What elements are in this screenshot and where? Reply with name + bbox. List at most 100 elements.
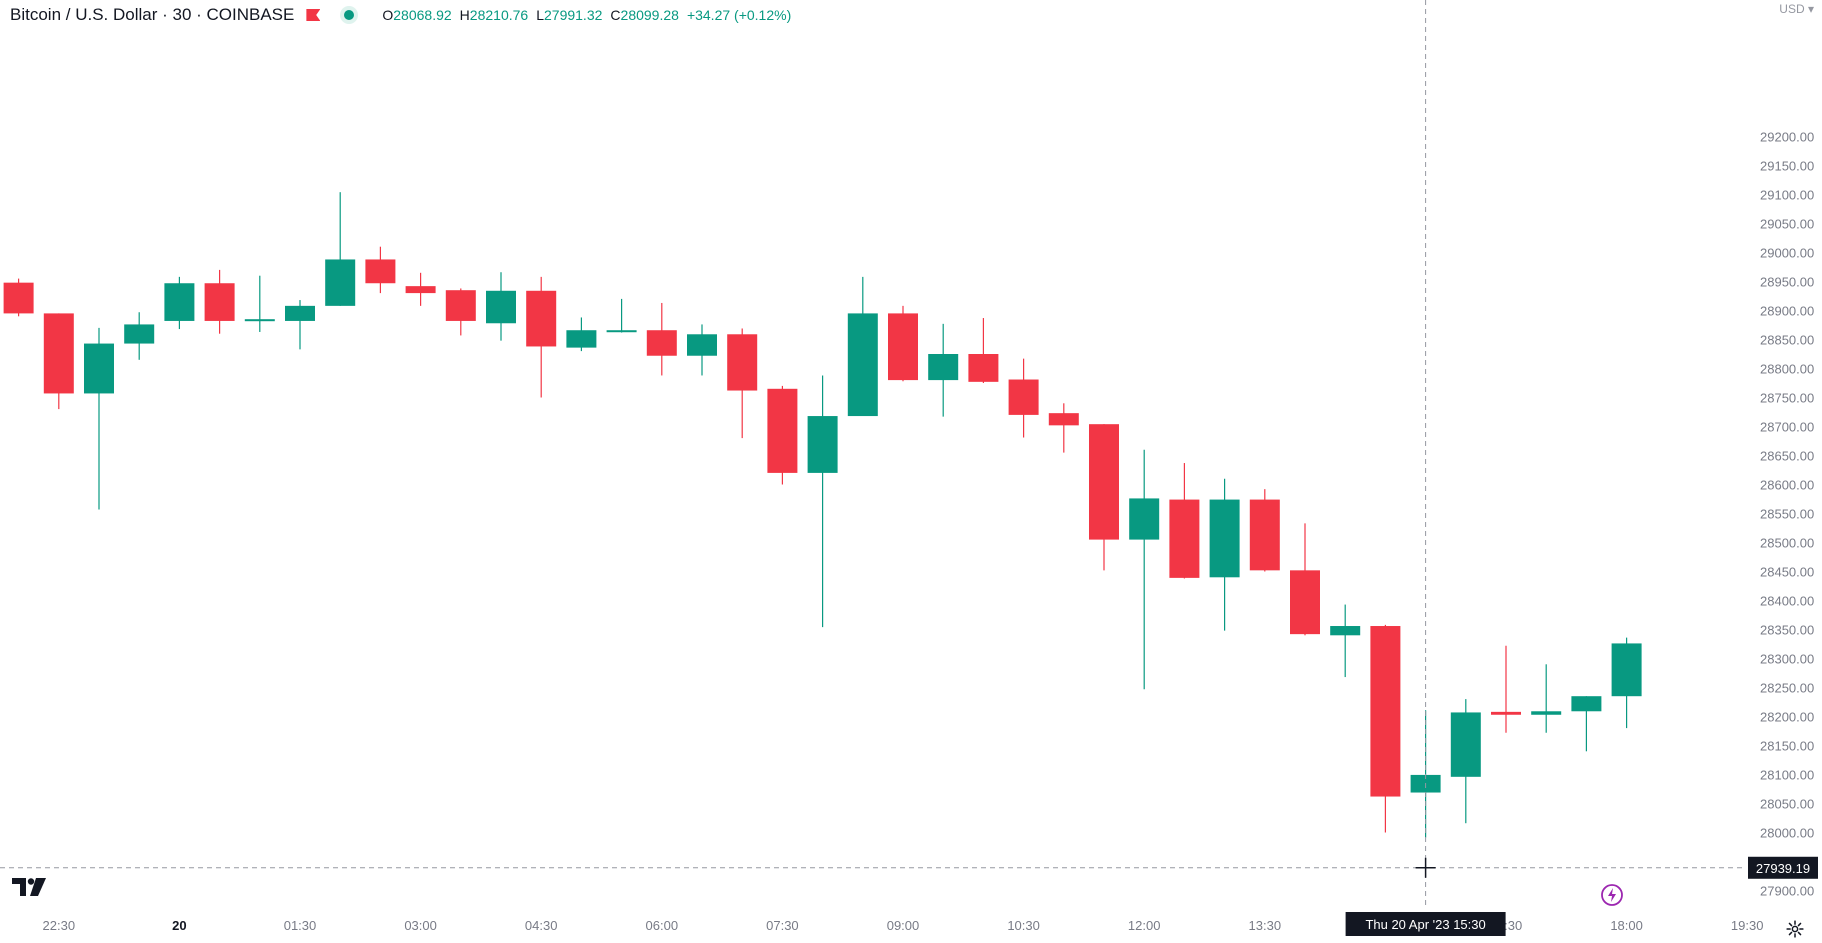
low-value: 27991.32 — [544, 7, 603, 23]
y-tick-label: 28000.00 — [1760, 826, 1814, 841]
y-tick-label: 28750.00 — [1760, 391, 1814, 406]
symbol-title[interactable]: Bitcoin / U.S. Dollar · 30 · COINBASE — [10, 5, 295, 24]
y-tick-label: 28450.00 — [1760, 565, 1814, 580]
gear-icon[interactable] — [1786, 920, 1804, 938]
candle-body — [1290, 570, 1320, 635]
candle-body — [84, 343, 114, 394]
candle-body — [767, 388, 798, 473]
candle-body — [1169, 499, 1200, 578]
market-status-icon[interactable] — [344, 10, 355, 20]
crosshair-date-label: Thu 20 Apr '23 15:30 — [1365, 917, 1485, 932]
x-tick-label: 06:00 — [646, 918, 679, 933]
candle-body — [1491, 711, 1521, 715]
y-tick-label: 28100.00 — [1760, 768, 1814, 783]
candle-body — [687, 334, 717, 356]
y-tick-label: 28950.00 — [1760, 275, 1814, 290]
x-tick-label: 03:00 — [404, 918, 437, 933]
candle-body — [1611, 643, 1642, 697]
y-tick-label: 28250.00 — [1760, 681, 1814, 696]
y-tick-label: 28900.00 — [1760, 304, 1814, 319]
x-tick-label: 07:30 — [766, 918, 799, 933]
y-tick-label: 28600.00 — [1760, 478, 1814, 493]
tradingview-logo-icon[interactable] — [12, 878, 46, 896]
price-scale — [1746, 0, 1822, 938]
candle-body — [164, 283, 195, 321]
candle-body — [1129, 498, 1160, 540]
y-tick-label: 28850.00 — [1760, 333, 1814, 348]
y-tick-label: 28300.00 — [1760, 652, 1814, 667]
candle-body — [526, 290, 557, 347]
candle-body — [244, 319, 275, 322]
candle-body — [325, 259, 356, 306]
candle-body — [1089, 424, 1119, 540]
high-label: H — [459, 7, 470, 23]
y-tick-label: 28350.00 — [1760, 623, 1814, 638]
candle-body — [445, 290, 476, 321]
crosshair-date-badge — [1345, 912, 1506, 936]
lightning-icon[interactable] — [1600, 883, 1624, 907]
open-label: O — [382, 7, 394, 23]
x-tick-label: 10:30 — [1007, 918, 1040, 933]
y-tick-label: 29150.00 — [1760, 159, 1814, 174]
candle-body — [727, 334, 758, 391]
currency-selector[interactable]: USD ▾ — [1779, 2, 1814, 16]
x-tick-label: 12:00 — [1128, 918, 1161, 933]
y-tick-label: 28200.00 — [1760, 710, 1814, 725]
candle-body — [486, 290, 516, 324]
candle-body — [204, 283, 235, 321]
y-tick-label: 28500.00 — [1760, 536, 1814, 551]
legend-header: Bitcoin / U.S. Dollar · 30 · COINBASE O2… — [10, 4, 791, 26]
candle-body — [1209, 499, 1240, 578]
candle-body — [405, 286, 436, 294]
y-tick-label: 29000.00 — [1760, 246, 1814, 261]
candle-body — [124, 324, 155, 344]
candle-body — [1008, 379, 1039, 415]
candle-body — [1249, 499, 1280, 571]
y-tick-label: 29100.00 — [1760, 188, 1814, 203]
x-tick-label: 20 — [172, 918, 186, 933]
candle-body — [3, 282, 34, 314]
x-tick-label: 01:30 — [284, 918, 317, 933]
ohlc-values: O28068.92 H28210.76 L27991.32 C28099.28 … — [382, 7, 791, 23]
y-tick-label: 28550.00 — [1760, 507, 1814, 522]
candle-body — [807, 416, 838, 473]
y-tick-label: 28050.00 — [1760, 797, 1814, 812]
high-value: 28210.76 — [469, 7, 529, 23]
close-value: 28099.28 — [620, 7, 679, 23]
low-label: L — [536, 7, 544, 23]
candle-body — [847, 313, 878, 417]
candle-body — [968, 354, 999, 382]
change-value: +34.27 (+0.12%) — [686, 7, 792, 23]
candle-body — [1450, 712, 1481, 777]
y-tick-label: 28400.00 — [1760, 594, 1814, 609]
y-tick-label: 27900.00 — [1760, 884, 1814, 899]
y-tick-label: 28800.00 — [1760, 362, 1814, 377]
candle-body — [1370, 626, 1401, 797]
y-tick-label: 29050.00 — [1760, 217, 1814, 232]
crosshair-price-label: 27939.19 — [1756, 861, 1810, 876]
candle-body — [285, 305, 315, 321]
candle-body — [566, 330, 597, 348]
x-tick-label: 19:30 — [1731, 918, 1764, 933]
candle-body — [1048, 413, 1079, 426]
currency-label: USD — [1779, 2, 1805, 16]
candle-body — [365, 259, 396, 284]
candle-body — [606, 330, 637, 333]
y-tick-label: 28650.00 — [1760, 449, 1814, 464]
flag-icon[interactable] — [306, 9, 320, 21]
crosshair-price-badge — [1748, 856, 1818, 879]
candle-body — [646, 330, 677, 356]
candle-body — [1330, 626, 1361, 636]
candle-body — [888, 313, 918, 381]
x-tick-label: 18:00 — [1610, 918, 1643, 933]
x-tick-label: 22:30 — [43, 918, 76, 933]
y-tick-label: 28150.00 — [1760, 739, 1814, 754]
x-tick-label: 13:30 — [1249, 918, 1282, 933]
x-tick-label: 04:30 — [525, 918, 558, 933]
candle-body — [1531, 711, 1562, 715]
close-label: C — [610, 7, 621, 23]
x-tick-label: 09:00 — [887, 918, 920, 933]
candle-body — [43, 313, 74, 394]
